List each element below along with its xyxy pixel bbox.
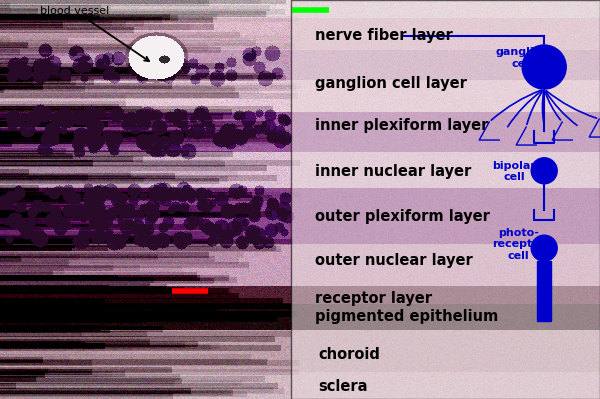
Text: receptor layer: receptor layer xyxy=(315,291,432,306)
Text: outer nuclear layer: outer nuclear layer xyxy=(315,253,473,268)
Text: nerve fiber layer: nerve fiber layer xyxy=(315,28,453,43)
Circle shape xyxy=(531,235,557,261)
Text: photo-
receptor
cell: photo- receptor cell xyxy=(492,227,545,261)
Text: sclera: sclera xyxy=(318,379,367,394)
Text: pigmented epithelium: pigmented epithelium xyxy=(315,308,498,324)
Text: blood vessel: blood vessel xyxy=(40,6,149,61)
Text: inner nuclear layer: inner nuclear layer xyxy=(315,164,471,179)
Text: choroid: choroid xyxy=(318,347,380,362)
Circle shape xyxy=(522,45,566,89)
FancyBboxPatch shape xyxy=(291,0,600,399)
Text: ganglion
cell: ganglion cell xyxy=(495,47,549,69)
Text: bipolar
cell: bipolar cell xyxy=(492,161,536,182)
Text: ganglion cell layer: ganglion cell layer xyxy=(315,76,467,91)
Text: inner plexiform layer: inner plexiform layer xyxy=(315,118,488,133)
Circle shape xyxy=(531,158,557,184)
Bar xyxy=(537,261,551,321)
Text: outer plexiform layer: outer plexiform layer xyxy=(315,209,490,224)
